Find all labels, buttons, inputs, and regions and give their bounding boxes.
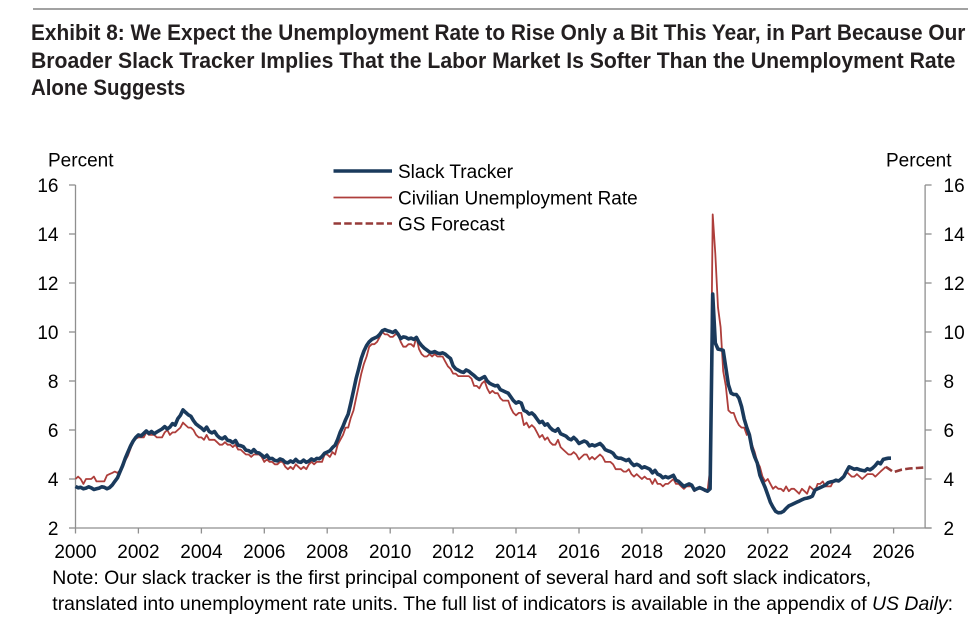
svg-text:2018: 2018: [621, 542, 663, 563]
svg-text:4: 4: [48, 470, 59, 491]
svg-text:2002: 2002: [117, 542, 159, 563]
svg-text:2000: 2000: [54, 542, 96, 563]
svg-text:2004: 2004: [180, 542, 223, 563]
svg-text:8: 8: [944, 372, 955, 393]
svg-text:2012: 2012: [432, 542, 474, 563]
svg-text:Civilian Unemployment Rate: Civilian Unemployment Rate: [398, 188, 638, 209]
svg-text:Percent: Percent: [48, 150, 114, 171]
svg-text:8: 8: [48, 372, 59, 393]
svg-text:12: 12: [944, 274, 965, 295]
svg-text:10: 10: [944, 323, 965, 344]
svg-text:14: 14: [944, 225, 966, 246]
svg-text:Percent: Percent: [886, 150, 952, 171]
svg-text:2020: 2020: [684, 542, 726, 563]
svg-text:6: 6: [48, 421, 59, 442]
svg-text:12: 12: [37, 274, 58, 295]
svg-text:Slack Tracker: Slack Tracker: [398, 162, 514, 183]
svg-text:2024: 2024: [810, 542, 853, 563]
svg-text:14: 14: [37, 225, 59, 246]
svg-text:6: 6: [944, 421, 955, 442]
svg-text:2008: 2008: [306, 542, 348, 563]
svg-text:16: 16: [944, 176, 965, 197]
svg-text:2010: 2010: [369, 542, 411, 563]
svg-text:4: 4: [944, 470, 955, 491]
svg-text:2: 2: [48, 519, 59, 540]
svg-text:2: 2: [944, 519, 955, 540]
svg-text:16: 16: [37, 176, 58, 197]
svg-text:2016: 2016: [558, 542, 600, 563]
svg-text:2014: 2014: [495, 542, 538, 563]
svg-text:2022: 2022: [747, 542, 789, 563]
svg-text:GS Forecast: GS Forecast: [398, 214, 505, 235]
svg-text:10: 10: [37, 323, 58, 344]
svg-text:2006: 2006: [243, 542, 285, 563]
svg-text:2026: 2026: [872, 542, 914, 563]
